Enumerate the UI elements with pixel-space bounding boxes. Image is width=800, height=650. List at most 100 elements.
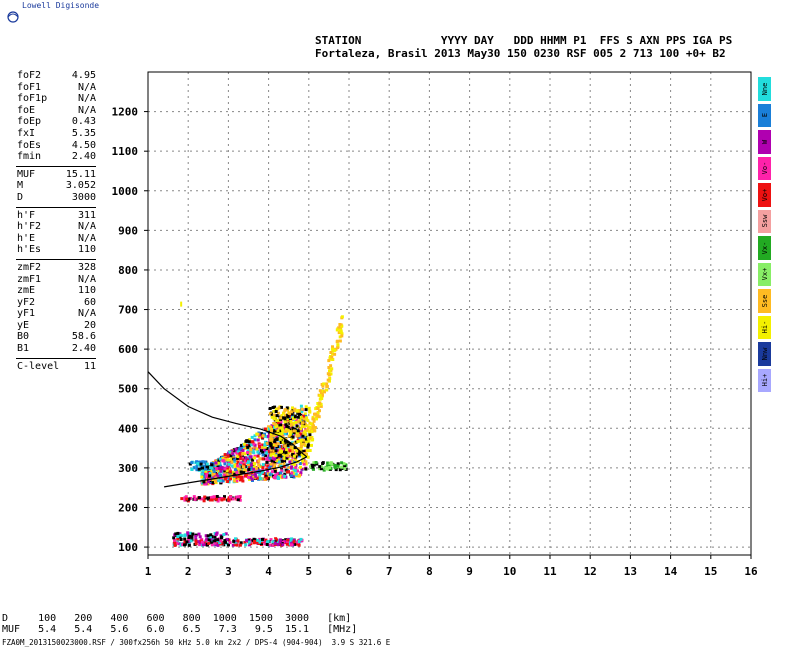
echo-point <box>240 447 243 451</box>
echo-point <box>273 541 277 545</box>
echo-point <box>336 343 340 347</box>
echo-point <box>275 407 278 411</box>
echo-point <box>322 382 326 386</box>
echo-point <box>290 437 294 441</box>
echo-point <box>218 479 222 483</box>
echo-point <box>226 454 230 458</box>
param-label: B1 <box>17 343 30 355</box>
param-row: yF2 60 <box>0 297 100 309</box>
x-tick-label: 5 <box>305 565 312 578</box>
echo-point <box>278 432 282 436</box>
param-value: N/A <box>77 273 96 285</box>
echo-point <box>285 542 289 546</box>
echo-point <box>185 540 189 544</box>
echo-point <box>229 495 232 499</box>
echo-point <box>223 495 226 499</box>
echo-point <box>301 458 305 462</box>
legend-swatch-sse: Sse <box>758 289 771 313</box>
echo-point <box>316 407 320 410</box>
echo-point <box>284 422 288 426</box>
echo-point <box>209 540 213 544</box>
echo-point <box>254 474 258 478</box>
echo-point <box>313 417 317 421</box>
legend-label: Sse <box>760 294 769 308</box>
echo-point <box>205 473 209 477</box>
echo-point <box>247 468 251 472</box>
echo-point <box>189 539 193 543</box>
echo-point <box>188 531 192 535</box>
echo-point <box>253 438 257 442</box>
profile-curve-upper <box>147 371 308 458</box>
echo-point <box>316 414 320 418</box>
echo-point <box>188 539 191 543</box>
echo-point <box>200 475 204 479</box>
echo-point <box>340 334 344 338</box>
echo-point <box>231 470 235 474</box>
echo-point <box>226 464 230 468</box>
echo-point <box>264 453 267 457</box>
echo-point <box>204 467 208 471</box>
legend-label: Vo+ <box>760 188 769 202</box>
echo-point <box>233 463 237 467</box>
echo-point <box>314 412 318 416</box>
echo-point <box>246 451 250 454</box>
param-label: M <box>17 180 24 192</box>
echo-point <box>296 420 300 424</box>
echo-point <box>279 420 283 424</box>
echo-point <box>234 475 238 479</box>
echo-point <box>206 534 210 538</box>
echo-point <box>316 402 320 405</box>
echo-point <box>242 458 246 462</box>
echo-point <box>266 464 270 468</box>
x-tick-label: 15 <box>704 565 717 578</box>
echo-point <box>222 457 226 461</box>
echo-point <box>195 460 199 464</box>
echo-point <box>249 440 253 444</box>
echo-point <box>249 542 253 546</box>
echo-point <box>312 419 316 423</box>
echo-point <box>318 465 322 469</box>
echo-point <box>299 447 303 451</box>
echo-point <box>268 543 272 547</box>
echo-point <box>235 479 239 483</box>
echo-point <box>196 462 200 466</box>
echo-point <box>309 436 312 440</box>
echo-point <box>297 410 301 414</box>
param-row: fmin 2.40 <box>0 151 100 163</box>
param-row: B0 58.6 <box>0 331 100 343</box>
echo-point <box>207 538 211 542</box>
echo-point <box>247 444 251 448</box>
echo-point <box>276 543 280 547</box>
echo-point <box>296 447 300 451</box>
echo-point <box>217 474 221 478</box>
echo-point <box>316 411 320 414</box>
echo-point <box>192 495 196 499</box>
echo-point <box>249 447 253 451</box>
echo-point <box>336 462 340 466</box>
echo-point <box>183 540 187 544</box>
echo-point <box>210 469 214 473</box>
echo-point <box>340 315 344 319</box>
echo-point <box>285 470 289 474</box>
echo-point <box>217 466 221 470</box>
echo-point <box>256 454 260 458</box>
echo-point <box>241 452 245 456</box>
echo-point <box>261 453 265 457</box>
polarization-legend: Nne E W Vo- Vo+ Ssw Vx- Vx+ Sse Hi- Nnw Hi+ <box>758 77 772 395</box>
header-line-2: Fortaleza, Brasil 2013 May30 150 0230 RS… <box>315 47 726 60</box>
legend-label: Ssw <box>760 214 769 228</box>
param-row: D 3000 <box>0 192 100 204</box>
echo-point <box>174 532 178 536</box>
echo-point <box>304 405 308 409</box>
echo-point <box>284 451 288 455</box>
echo-point <box>206 496 210 500</box>
echo-point <box>246 463 250 467</box>
param-value: 0.43 <box>71 116 96 128</box>
echo-point <box>307 425 311 429</box>
x-tick-label: 11 <box>543 565 557 578</box>
echo-point <box>254 471 257 475</box>
echo-point <box>214 533 218 536</box>
echo-point <box>267 425 271 429</box>
param-row: yE 20 <box>0 320 100 332</box>
echo-point <box>241 479 245 483</box>
